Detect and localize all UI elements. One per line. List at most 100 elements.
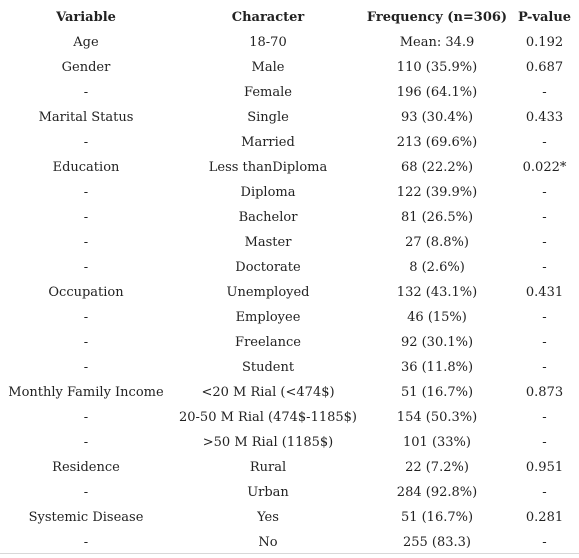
cell-character: Rural [249,460,287,475]
cell-variable: - [83,235,89,250]
cell-variable: - [83,485,89,500]
cell-variable: - [83,260,89,275]
cell-character: Yes [257,510,279,525]
table-row: - No 255 (83.3) - [0,530,579,555]
cell-p-value: 0.951 [525,460,564,475]
table-header: Variable Character Frequency (n=306) P-v… [0,4,579,30]
table-row: - Bachelor 81 (26.5%) - [0,205,579,230]
cell-variable: - [83,85,89,100]
cell-frequency: 8 (2.6%) [409,260,465,275]
cell-character: No [258,535,278,550]
cell-character: Freelance [235,335,301,350]
table-row: - Diploma 122 (39.9%) - [0,180,579,205]
table-row: Marital Status Single 93 (30.4%) 0.433 [0,105,579,130]
table-row: - >50 M Rial (1185$) 101 (33%) - [0,430,579,455]
cell-p-value: 0.433 [525,110,564,125]
cell-variable: Occupation [48,285,124,300]
cell-frequency: 22 (7.2%) [405,460,469,475]
cell-frequency: 46 (15%) [407,310,467,325]
table-row: - Doctorate 8 (2.6%) - [0,255,579,280]
cell-p-value: 0.281 [525,510,564,525]
cell-character: Female [244,85,292,100]
cell-variable: - [83,435,89,450]
cell-character: Less thanDiploma [208,160,328,175]
cell-frequency: 110 (35.9%) [396,60,478,75]
cell-character: <20 M Rial (<474$) [201,385,335,400]
cell-character: Employee [235,310,301,325]
cell-variable: Education [52,160,120,175]
cell-frequency: 81 (26.5%) [400,210,474,225]
cell-character: Urban [247,485,289,500]
cell-frequency: 93 (30.4%) [400,110,474,125]
cell-frequency: 92 (30.1%) [400,335,474,350]
table-row: - Urban 284 (92.8%) - [0,480,579,505]
table-bottom-rule [0,553,579,558]
cell-character: Diploma [240,185,296,200]
cell-p-value: - [542,260,547,275]
table-row: Monthly Family Income <20 M Rial (<474$) 5… [0,380,579,405]
cell-variable: Monthly Family Income [8,385,164,400]
cell-p-value: - [542,335,547,350]
cell-variable: Residence [52,460,120,475]
header-character: Character [231,9,305,25]
cell-p-value: - [542,485,547,500]
cell-variable: - [83,310,89,325]
table-row: Systemic Disease Yes 51 (16.7%) 0.281 [0,505,579,530]
cell-frequency: 284 (92.8%) [396,485,478,500]
cell-p-value: - [542,535,547,550]
cell-character: 20-50 M Rial (474$-1185$) [178,410,357,425]
cell-variable: - [83,410,89,425]
cell-frequency: 132 (43.1%) [396,285,478,300]
table-row: - Employee 46 (15%) - [0,305,579,330]
cell-character: Master [244,235,292,250]
cell-variable: - [83,360,89,375]
cell-frequency: 122 (39.9%) [396,185,478,200]
cell-frequency: 51 (16.7%) [400,385,474,400]
cell-p-value: 0.192 [525,35,564,50]
cell-variable: - [83,185,89,200]
cell-frequency: 255 (83.3) [402,535,472,550]
table-row: Occupation Unemployed 132 (43.1%) 0.431 [0,280,579,305]
cell-variable: - [83,135,89,150]
cell-variable: - [83,335,89,350]
table-row: - Freelance 92 (30.1%) - [0,330,579,355]
table-row: Gender Male 110 (35.9%) 0.687 [0,55,579,80]
cell-p-value: - [542,85,547,100]
cell-frequency: 154 (50.3%) [396,410,478,425]
cell-character: 18-70 [249,35,287,50]
cell-p-value: - [542,210,547,225]
cell-variable: - [83,535,89,550]
cell-frequency: 213 (69.6%) [396,135,478,150]
table-row: Education Less thanDiploma 68 (22.2%) 0.022… [0,155,579,180]
cell-frequency: 36 (11.8%) [400,360,474,375]
header-frequency: Frequency (n=306) [366,9,508,25]
table-row: - Master 27 (8.8%) - [0,230,579,255]
cell-p-value: - [542,310,547,325]
cell-frequency: 68 (22.2%) [400,160,474,175]
cell-p-value: - [542,235,547,250]
table-row: Residence Rural 22 (7.2%) 0.951 [0,455,579,480]
cell-character: Married [241,135,295,150]
cell-p-value: 0.431 [525,285,564,300]
cell-frequency: 27 (8.8%) [405,235,469,250]
cell-p-value: - [542,410,547,425]
cell-character: Student [241,360,295,375]
cell-p-value: 0.687 [525,60,564,75]
cell-variable: Age [73,35,99,50]
cell-p-value: 0.022* [522,160,567,175]
cell-variable: - [83,210,89,225]
table-row: - 20-50 M Rial (474$-1185$) 154 (50.3%) - [0,405,579,430]
cell-p-value: - [542,135,547,150]
table-row: Age 18-70 Mean: 34.9 0.192 [0,30,579,55]
cell-frequency: 51 (16.7%) [400,510,474,525]
table-row: - Married 213 (69.6%) - [0,130,579,155]
cell-p-value: - [542,185,547,200]
cell-p-value: - [542,360,547,375]
cell-character: Unemployed [226,285,310,300]
header-p-value: P-value [517,9,572,25]
cell-frequency: Mean: 34.9 [399,35,475,50]
cell-character: Doctorate [235,260,301,275]
cell-variable: Marital Status [38,110,134,125]
table-row: - Female 196 (64.1%) - [0,80,579,105]
